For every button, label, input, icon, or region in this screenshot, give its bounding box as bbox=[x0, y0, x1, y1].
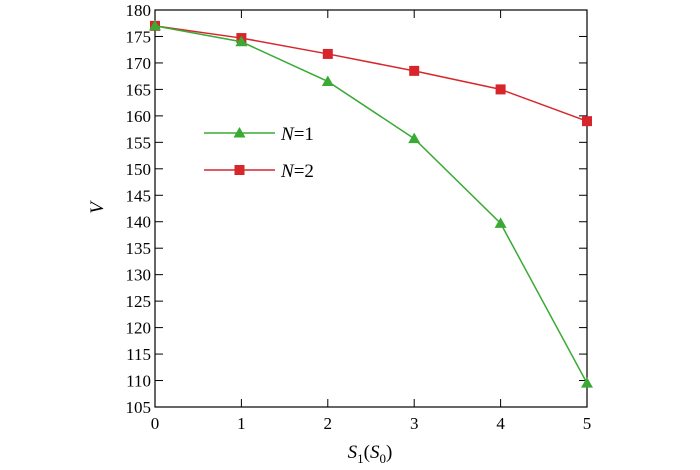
y-tick-label: 145 bbox=[126, 186, 152, 205]
x-tick-label: 3 bbox=[410, 414, 419, 433]
y-tick-label: 135 bbox=[126, 239, 152, 258]
data-point bbox=[494, 217, 507, 228]
y-tick-label: 150 bbox=[126, 160, 152, 179]
data-point bbox=[322, 48, 333, 59]
data-point bbox=[582, 116, 592, 127]
legend-item: N=2 bbox=[204, 161, 314, 182]
legend: N=1 N=2 bbox=[204, 124, 314, 182]
series-line bbox=[154, 25, 588, 384]
legend-marker bbox=[233, 127, 246, 138]
series-line bbox=[154, 25, 588, 122]
axes: 1051101151201251301351401451501551601651… bbox=[126, 1, 592, 433]
data-point bbox=[321, 75, 334, 86]
y-tick-label: 110 bbox=[126, 372, 151, 391]
data-point bbox=[581, 377, 593, 388]
y-tick-label: 180 bbox=[126, 1, 152, 20]
y-tick-label: 115 bbox=[126, 345, 151, 364]
data-point bbox=[408, 132, 421, 144]
y-tick-label: 170 bbox=[126, 54, 152, 73]
y-tick-label: 165 bbox=[126, 80, 152, 99]
series-layer bbox=[149, 19, 593, 388]
legend-label: N=2 bbox=[280, 161, 314, 182]
x-axis-title: S1(S0) bbox=[348, 442, 393, 466]
data-point bbox=[495, 84, 506, 95]
y-axis-title: V bbox=[87, 200, 108, 214]
x-tick-label: 1 bbox=[237, 414, 246, 433]
y-tick-label: 160 bbox=[126, 107, 152, 126]
legend-label: N=1 bbox=[280, 124, 314, 145]
x-tick-label: 4 bbox=[496, 414, 505, 433]
y-tick-label: 120 bbox=[126, 319, 152, 338]
x-tick-label: 5 bbox=[583, 414, 592, 433]
x-tick-label: 0 bbox=[151, 414, 160, 433]
series-n1 bbox=[149, 19, 593, 388]
data-point bbox=[235, 35, 248, 47]
y-tick-label: 175 bbox=[126, 27, 152, 46]
data-point bbox=[409, 65, 420, 76]
legend-marker bbox=[234, 165, 245, 175]
y-tick-label: 140 bbox=[126, 213, 152, 232]
data-point bbox=[149, 19, 161, 31]
y-tick-label: 125 bbox=[126, 292, 152, 311]
plot-frame bbox=[154, 9, 588, 408]
y-tick-label: 130 bbox=[126, 266, 152, 285]
y-tick-label: 105 bbox=[126, 398, 152, 417]
legend-item: N=1 bbox=[204, 124, 314, 145]
x-tick-label: 2 bbox=[324, 414, 333, 433]
y-tick-label: 155 bbox=[126, 133, 152, 152]
